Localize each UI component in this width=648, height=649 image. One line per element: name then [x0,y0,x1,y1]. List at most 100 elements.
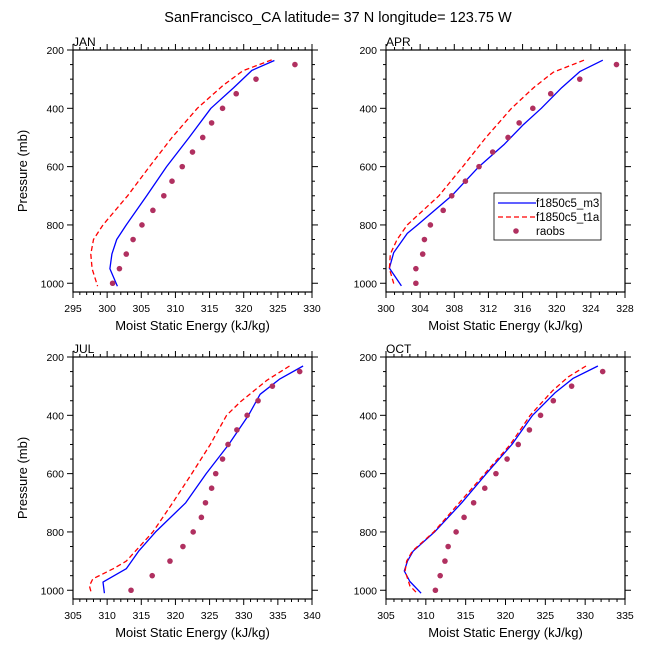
raobs-point [445,543,451,550]
raobs-point [440,207,446,214]
x-tick-label: 325 [269,303,287,315]
raobs-point [123,251,130,257]
y-tick-label: 400 [46,410,64,422]
raobs-point [233,90,240,97]
series-group [88,365,304,594]
raobs-point [219,456,226,462]
x-axis-label: Moist Static Energy (kJ/kg) [115,625,270,640]
raobs-point [212,470,219,477]
raobs-point [530,105,536,112]
raobs-point [568,383,575,389]
raobs-point [269,383,276,389]
raobs-point [505,134,511,141]
y-axis-label: Pressure (mb) [15,437,30,519]
x-tick-label: 328 [616,303,634,315]
raobs-point [180,543,186,550]
y-tick-label: 1000 [354,585,378,597]
x-tick-label: 305 [64,610,82,622]
y-tick-label: 200 [359,45,377,57]
panel-jul: JUL 305 310 315 320 325 330 335 340 200 400 600 800 1… [15,342,321,640]
x-tick-label: 315 [133,610,151,622]
x-tick-label: 320 [167,610,185,622]
panel-apr: APR 300 304 308 312 316 320 324 328 200 400 600 800 1… [354,35,634,333]
raobs-point [462,178,469,185]
y-tick-label: 200 [46,45,64,57]
raobs-point [130,236,136,243]
raobs-point [427,222,434,228]
x-tick-label: 310 [417,610,435,622]
series-line-f1850c5-t1a [90,59,272,287]
raobs-point [208,485,215,492]
raobs-point [253,76,259,82]
x-tick-label: 325 [201,610,219,622]
figure-title: SanFrancisco_CA latitude= 37 N longitude… [164,10,512,26]
y-tick-label: 1000 [41,278,65,290]
y-tick-label: 1000 [41,585,65,597]
x-axis-label: Moist Static Energy (kJ/kg) [428,318,583,333]
raobs-point [476,163,482,170]
raobs-point [109,280,116,287]
raobs-point [526,427,533,433]
x-tick-label: 330 [303,303,321,315]
raobs-point [413,265,419,272]
x-axis-label: Moist Static Energy (kJ/kg) [115,318,270,333]
raobs-point [613,61,620,68]
series-line-f1850c5-m3 [102,365,304,594]
raobs-point [139,222,145,228]
x-tick-label: 316 [514,303,532,315]
raobs-point [190,529,196,535]
y-tick-label: 600 [359,162,377,174]
raobs-point [255,397,261,404]
raobs-point [448,192,455,199]
x-tick-label: 312 [480,303,498,315]
x-tick-label: 305 [377,610,395,622]
panel-oct: OCT 305 310 315 320 325 330 335 200 400 600 800 1000… [354,342,634,640]
x-tick-label: 315 [457,610,475,622]
raobs-point [296,368,303,375]
y-tick-label: 800 [359,220,377,232]
y-tick-label: 800 [46,527,64,539]
x-tick-label: 320 [497,610,515,622]
raobs-point [161,192,167,199]
raobs-point [504,456,510,462]
raobs-point [515,441,522,448]
x-tick-label: 315 [201,303,219,315]
plot-frame [72,356,313,600]
y-tick-label: 200 [46,352,64,364]
raobs-point [537,412,544,419]
panel-title: JUL [73,342,95,356]
raobs-point [419,251,426,257]
y-tick-label: 400 [359,103,377,115]
series-group [403,365,606,594]
series-group [90,59,298,287]
panel-jan: JAN 295 300 305 310 315 320 325 330 200 400 600 800 1… [15,35,321,333]
legend-label: raobs [536,226,565,238]
raobs-point [202,499,209,506]
raobs-point [453,529,459,535]
x-tick-label: 325 [537,610,555,622]
raobs-point [199,134,206,141]
raobs-point [470,499,477,506]
raobs-point [116,265,123,272]
raobs-point [550,397,557,404]
y-tick-label: 1000 [354,278,378,290]
x-tick-label: 335 [269,610,287,622]
raobs-point [481,485,488,492]
legend-box [493,192,602,241]
y-tick-label: 600 [46,162,64,174]
raobs-point [461,514,467,521]
raobs-point [489,149,496,155]
y-tick-label: 800 [46,220,64,232]
raobs-point [599,368,606,375]
x-tick-label: 305 [133,303,151,315]
x-tick-label: 335 [616,610,634,622]
series-line-f1850c5-m3 [403,365,599,594]
x-tick-label: 308 [446,303,464,315]
x-tick-label: 320 [235,303,253,315]
x-tick-label: 310 [98,610,116,622]
raobs-point [516,120,522,126]
x-tick-label: 330 [576,610,594,622]
raobs-point [244,412,250,419]
raobs-point [421,236,428,243]
